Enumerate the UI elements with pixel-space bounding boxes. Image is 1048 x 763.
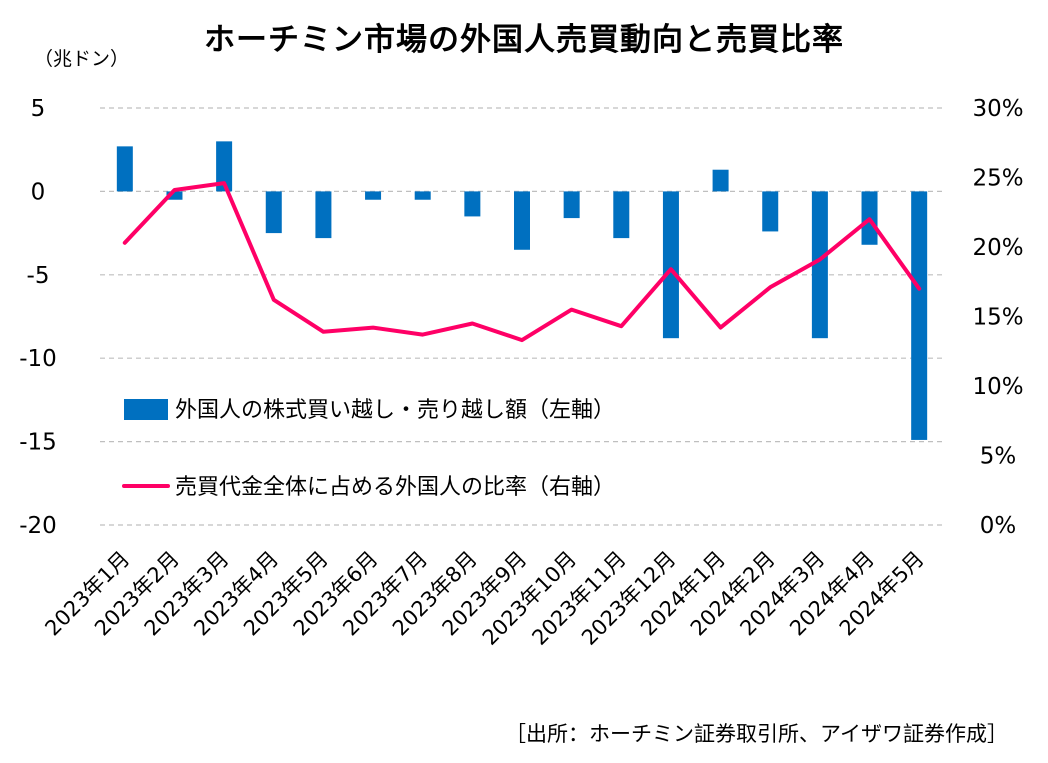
legend: 外国人の株式買い越し・売り越し額（左軸） 売買代金全体に占める外国人の比率（右軸） — [122, 398, 615, 500]
line-point — [521, 339, 523, 341]
bar-series — [116, 141, 928, 440]
bar — [464, 191, 481, 217]
left-axis-unit-label: （兆ドン） — [34, 48, 130, 70]
right-tick-label: 0% — [980, 513, 1017, 539]
x-axis-ticks: 2023年1月2023年2月2023年3月2023年4月2023年5月2023年… — [40, 547, 928, 650]
bar — [116, 146, 133, 192]
line-point — [620, 325, 622, 327]
right-tick-label: 15% — [972, 305, 1023, 331]
line-series — [122, 181, 922, 343]
legend-bar-label: 外国人の株式買い越し・売り越し額（左軸） — [175, 398, 615, 423]
bar — [762, 191, 779, 232]
left-tick-label: -5 — [27, 263, 50, 289]
bar — [911, 191, 928, 440]
line-point — [819, 259, 821, 261]
line-point — [223, 182, 225, 184]
left-tick-label: 0 — [31, 179, 46, 205]
left-axis-ticks: 5 0 -5 -10 -15 -20 — [19, 96, 57, 539]
right-tick-label: 5% — [980, 444, 1017, 470]
right-axis-ticks: 30% 25% 20% 15% 10% 5% 0% — [972, 96, 1023, 539]
bar — [166, 191, 183, 200]
line-point — [869, 218, 871, 220]
bar — [365, 191, 382, 200]
line-point — [322, 331, 324, 333]
line-point — [571, 309, 573, 311]
line-point — [720, 327, 722, 329]
source-note: ［出所：ホーチミン証券取引所、アイザワ証券作成］ — [505, 722, 1008, 746]
line-point — [422, 334, 424, 336]
bar — [315, 191, 332, 239]
right-tick-label: 30% — [972, 96, 1023, 122]
line-point — [769, 286, 771, 288]
bar — [662, 191, 679, 339]
gridlines — [100, 107, 944, 526]
line-point — [918, 288, 920, 290]
left-tick-label: -15 — [19, 430, 57, 456]
left-tick-label: -20 — [19, 513, 57, 539]
bar — [811, 191, 828, 339]
left-tick-label: -10 — [19, 346, 57, 372]
line-point — [124, 242, 126, 244]
line-point — [372, 327, 374, 329]
bar — [414, 191, 431, 200]
bar — [514, 191, 530, 250]
bar — [265, 191, 282, 234]
legend-line-label: 売買代金全体に占める外国人の比率（右軸） — [175, 475, 615, 500]
bar — [216, 141, 233, 192]
legend-bar-swatch — [124, 399, 168, 420]
right-tick-label: 10% — [972, 374, 1023, 400]
line-point — [670, 268, 672, 270]
line-point — [273, 299, 275, 301]
chart-title: ホーチミン市場の外国人売買動向と売買比率 — [204, 22, 844, 58]
line-point — [471, 322, 473, 324]
line-point — [173, 189, 175, 191]
right-tick-label: 25% — [972, 166, 1023, 192]
right-tick-label: 20% — [972, 235, 1023, 261]
bar — [563, 191, 580, 219]
bar — [712, 169, 729, 192]
left-tick-label: 5 — [31, 96, 46, 122]
bar — [613, 191, 630, 239]
